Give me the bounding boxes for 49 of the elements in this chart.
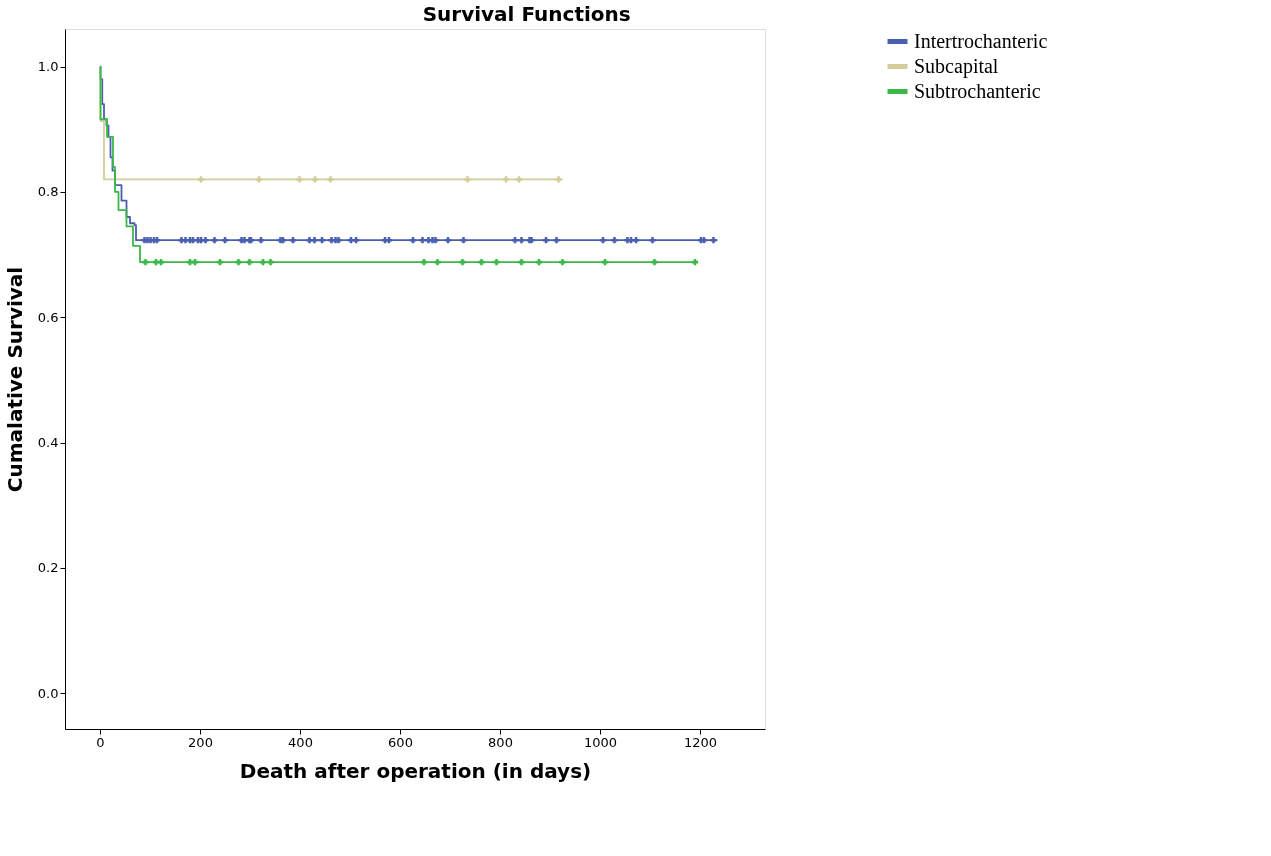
point	[651, 258, 658, 266]
x-tick-label: 600	[388, 734, 413, 750]
point	[493, 258, 500, 266]
x-tick-label: 200	[188, 734, 213, 750]
x-tick-label: 1200	[683, 734, 718, 750]
legend-label: Subcapital	[914, 54, 999, 78]
point	[202, 237, 209, 244]
chart-title: Survival Functions	[422, 2, 631, 26]
y-tick-label: 0.0	[37, 685, 59, 701]
point	[611, 237, 618, 244]
point	[518, 237, 525, 244]
legend-label: Intertrochanteric	[914, 29, 1048, 52]
point	[296, 176, 303, 183]
point	[235, 258, 242, 266]
point	[311, 237, 318, 244]
y-tick-label: 0.8	[37, 184, 59, 200]
point	[434, 258, 441, 266]
x-tick-label: 1000	[583, 734, 618, 750]
point	[419, 237, 426, 244]
y-tick-label: 0.4	[37, 435, 59, 451]
point	[197, 176, 205, 183]
x-axis-title: Death after operation (in days)	[239, 758, 592, 783]
point	[267, 258, 274, 266]
point	[649, 237, 656, 244]
point	[464, 176, 471, 183]
point	[553, 237, 560, 244]
x-tick-label: 0	[96, 734, 105, 750]
point	[559, 258, 566, 266]
point	[478, 258, 485, 266]
legend-label: Subtrochanteric	[914, 79, 1041, 102]
x-tick-label: 800	[488, 734, 513, 750]
point	[211, 237, 218, 244]
y-tick-label: 1.0	[37, 59, 59, 75]
point	[327, 176, 334, 183]
point	[518, 258, 525, 266]
point	[459, 258, 466, 266]
y-tick-label: 0.2	[37, 560, 59, 576]
point	[255, 176, 263, 183]
y-tick-label: 0.6	[37, 309, 59, 325]
point	[515, 176, 523, 183]
x-tick-label: 400	[288, 734, 313, 750]
point	[502, 176, 510, 183]
point	[460, 237, 467, 244]
y-axis-title: Cumalative Survival	[2, 266, 27, 493]
point	[142, 258, 149, 266]
point	[555, 176, 562, 183]
point	[710, 237, 717, 244]
point	[246, 258, 253, 266]
point	[311, 176, 319, 183]
